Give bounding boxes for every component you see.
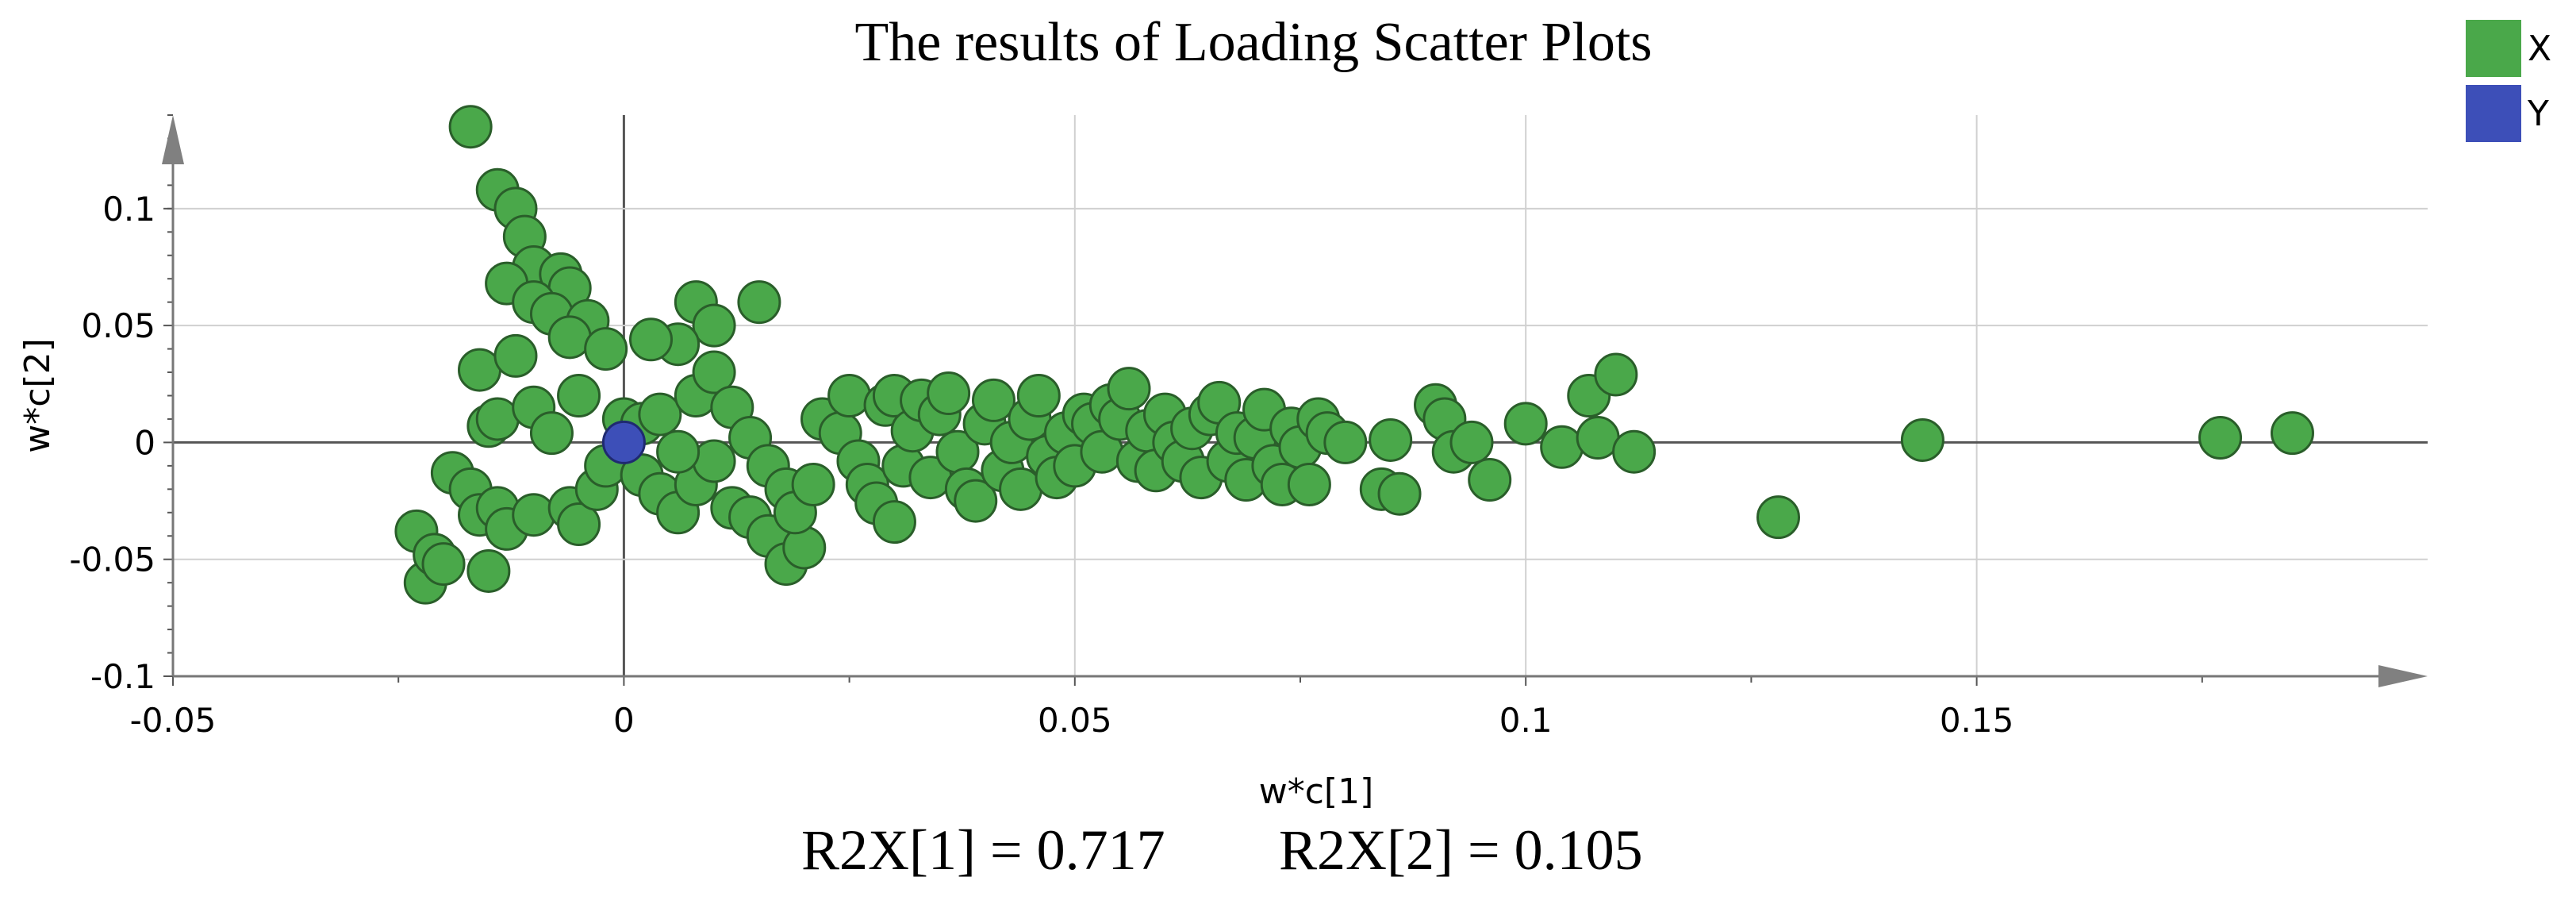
x-axis-label: w*c[1] xyxy=(1259,771,1374,812)
x-data-point xyxy=(1449,420,1494,464)
x-data-point xyxy=(493,333,538,378)
y-tick-label: 0.1 xyxy=(102,190,155,229)
x-data-point xyxy=(692,439,736,483)
x-data-point xyxy=(872,500,916,544)
x-tick-label: 0.05 xyxy=(1038,701,1112,740)
x-data-point xyxy=(791,462,835,506)
x-data-point xyxy=(827,374,872,417)
x-data-point xyxy=(1612,429,1657,474)
x-data-point xyxy=(557,374,601,417)
x-data-point xyxy=(529,411,574,456)
chart-title: The results of Loading Scatter Plots xyxy=(854,12,1653,73)
legend: X Y xyxy=(2466,16,2551,146)
x-data-point xyxy=(1540,425,1584,469)
x-tick-label: -0.05 xyxy=(130,701,217,740)
x-data-point xyxy=(629,317,674,362)
x-data-point xyxy=(1377,471,1422,516)
y-data-point xyxy=(601,420,646,464)
x-data-point xyxy=(971,378,1015,422)
legend-swatch-y xyxy=(2466,85,2521,142)
legend-swatch-x xyxy=(2466,20,2521,77)
x-data-point xyxy=(2198,416,2243,460)
x-data-point xyxy=(584,327,628,371)
x-data-point xyxy=(1287,462,1331,506)
y-tick-label: 0 xyxy=(134,423,155,462)
x-data-point xyxy=(638,392,682,437)
x-data-point xyxy=(557,502,601,547)
x-data-point xyxy=(1369,417,1413,462)
x-tick-label: 0 xyxy=(613,701,635,740)
x-data-point xyxy=(927,371,971,416)
x-data-point xyxy=(737,280,781,325)
x-axis-arrow xyxy=(2378,665,2428,687)
x-data-point xyxy=(448,105,493,149)
x-data-point xyxy=(954,479,998,523)
r2x-1-annotation: R2X[1] = 0.717 xyxy=(801,818,1165,882)
y-tick-label: 0.05 xyxy=(81,306,155,345)
y-axis-arrow xyxy=(162,115,184,164)
x-data-point xyxy=(656,429,701,474)
x-data-point xyxy=(512,493,556,537)
r2x-2-annotation: R2X[2] = 0.105 xyxy=(1279,818,1643,882)
x-data-point xyxy=(1016,374,1061,417)
x-data-point xyxy=(1594,352,1638,397)
data-points xyxy=(394,105,2314,605)
x-data-point xyxy=(1756,495,1801,540)
x-data-point xyxy=(1900,417,1944,462)
x-data-point xyxy=(1503,402,1548,446)
y-axis-label: w*c[2] xyxy=(17,338,58,453)
x-data-point xyxy=(1468,458,1512,502)
legend-label-x: X xyxy=(2528,28,2552,69)
x-data-point xyxy=(692,303,736,348)
x-data-point xyxy=(421,542,466,587)
x-data-point xyxy=(2270,411,2314,456)
y-tick-label: -0.05 xyxy=(69,541,155,579)
x-data-point xyxy=(692,350,736,394)
x-tick-label: 0.1 xyxy=(1499,701,1553,740)
legend-item-x: X xyxy=(2466,16,2551,81)
y-tick-label: -0.1 xyxy=(90,657,155,696)
x-data-point xyxy=(1107,367,1151,411)
legend-item-y: Y xyxy=(2466,81,2551,146)
tick-labels: -0.05 0 0.05 0.1 0.15 -0.1 -0.05 0 0.05 0.1 xyxy=(69,190,2014,740)
axes xyxy=(162,114,2428,687)
legend-label-y: Y xyxy=(2528,93,2549,134)
x-data-point xyxy=(1323,420,1368,464)
x-data-point xyxy=(466,548,511,593)
x-tick-label: 0.15 xyxy=(1940,701,2014,740)
